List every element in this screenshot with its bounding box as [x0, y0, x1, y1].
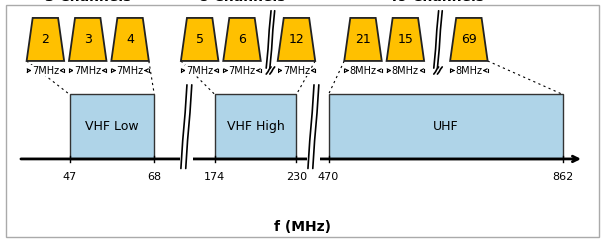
Bar: [433, 11, 443, 68]
Text: 7MHz: 7MHz: [74, 65, 101, 76]
Bar: [70, 94, 154, 159]
Text: 6: 6: [238, 33, 246, 46]
Bar: [265, 11, 276, 68]
Polygon shape: [111, 18, 149, 61]
Bar: [307, 85, 320, 168]
Polygon shape: [450, 18, 488, 61]
Polygon shape: [69, 18, 106, 61]
Polygon shape: [278, 18, 315, 61]
Text: UHF: UHF: [433, 120, 459, 133]
Text: 69: 69: [461, 33, 477, 46]
Text: 15: 15: [397, 33, 413, 46]
Polygon shape: [27, 18, 64, 61]
Text: 12: 12: [289, 33, 304, 46]
Text: 8MHz: 8MHz: [350, 65, 376, 76]
Text: 8MHz: 8MHz: [392, 65, 419, 76]
Text: 5: 5: [195, 33, 204, 46]
Text: 21: 21: [355, 33, 371, 46]
Text: 3 Channels: 3 Channels: [45, 0, 131, 4]
Text: 3: 3: [83, 33, 92, 46]
Polygon shape: [387, 18, 424, 61]
Polygon shape: [181, 18, 218, 61]
Text: 4: 4: [126, 33, 134, 46]
Bar: [431, 66, 445, 75]
Bar: [180, 85, 193, 168]
Text: f (MHz): f (MHz): [274, 220, 331, 234]
Text: 230: 230: [286, 172, 307, 182]
Text: 862: 862: [552, 172, 574, 182]
Polygon shape: [223, 18, 261, 61]
Text: 7MHz: 7MHz: [229, 65, 255, 76]
Bar: [329, 94, 563, 159]
Text: 8MHz: 8MHz: [456, 65, 482, 76]
Text: 49 Channels: 49 Channels: [388, 0, 483, 4]
Bar: [263, 66, 278, 75]
Polygon shape: [344, 18, 382, 61]
Text: 470: 470: [318, 172, 339, 182]
Text: 7MHz: 7MHz: [32, 65, 59, 76]
Text: 7MHz: 7MHz: [186, 65, 213, 76]
Text: 47: 47: [62, 172, 77, 182]
Text: 2: 2: [41, 33, 50, 46]
Text: VHF High: VHF High: [227, 120, 284, 133]
Text: 7MHz: 7MHz: [117, 65, 143, 76]
Text: 174: 174: [204, 172, 226, 182]
Text: 8 Channels: 8 Channels: [199, 0, 285, 4]
Bar: [215, 94, 296, 159]
Text: VHF Low: VHF Low: [85, 120, 139, 133]
Text: 68: 68: [147, 172, 162, 182]
Text: 7MHz: 7MHz: [283, 65, 310, 76]
